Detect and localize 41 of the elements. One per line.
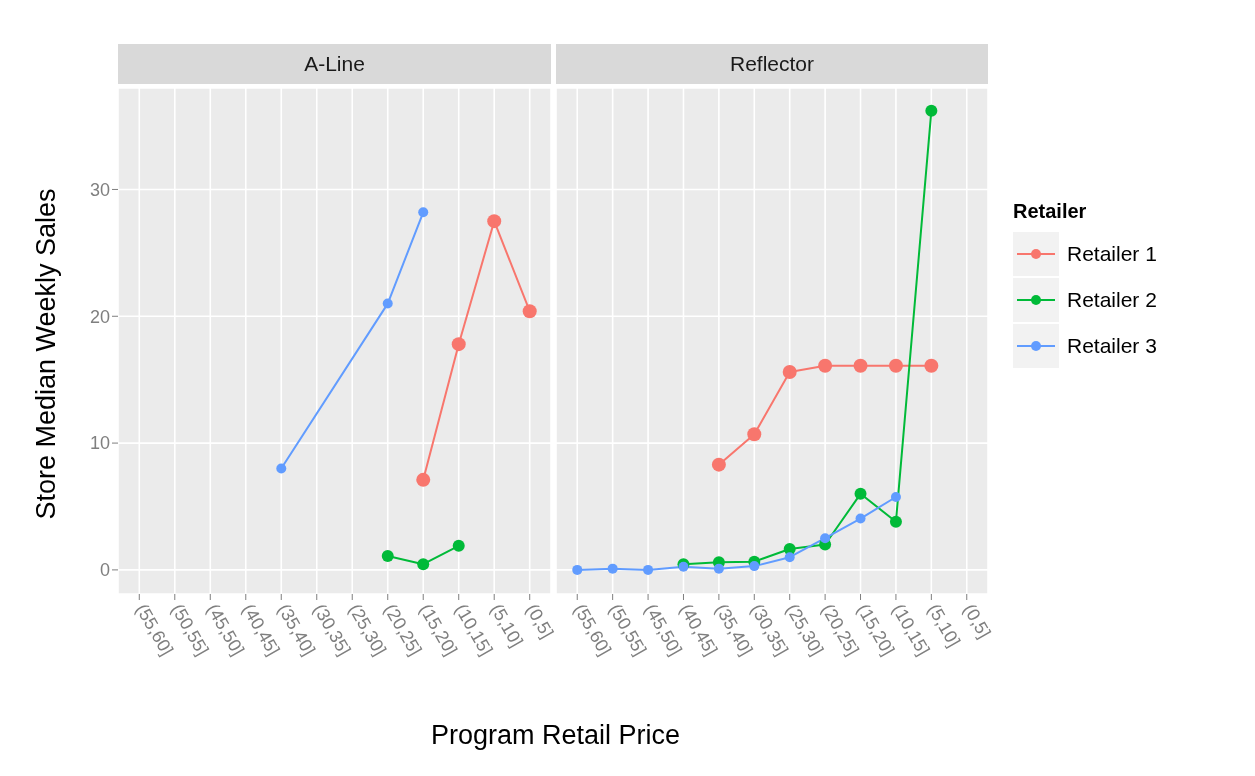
point bbox=[711, 457, 726, 472]
point bbox=[818, 358, 833, 373]
y-tick-label: 0 bbox=[99, 560, 110, 581]
point bbox=[451, 337, 466, 352]
legend-label: Retailer 1 bbox=[1067, 241, 1157, 266]
point bbox=[888, 358, 903, 373]
chart-title: Reflector bbox=[556, 44, 988, 84]
point bbox=[925, 104, 938, 117]
point bbox=[855, 513, 866, 524]
point bbox=[452, 539, 465, 552]
point bbox=[924, 358, 939, 373]
legend-label: Retailer 2 bbox=[1067, 287, 1157, 312]
point bbox=[890, 491, 901, 502]
y-tick-label: 10 bbox=[89, 433, 110, 454]
point bbox=[572, 564, 583, 575]
point bbox=[889, 515, 902, 528]
x-axis-title: Program Retail Price bbox=[429, 720, 682, 751]
point bbox=[381, 549, 394, 562]
legend-title: Retailer bbox=[1013, 199, 1088, 223]
point bbox=[782, 365, 797, 380]
y-axis-title: Store Median Weekly Sales bbox=[30, 188, 62, 520]
point bbox=[418, 207, 429, 218]
legend-label: Retailer 3 bbox=[1067, 333, 1157, 358]
point bbox=[713, 563, 724, 574]
y-tick-label: 30 bbox=[89, 179, 110, 200]
y-tick-label: 20 bbox=[89, 306, 110, 327]
point bbox=[854, 487, 867, 500]
point bbox=[784, 552, 795, 563]
chart-title: A-Line bbox=[118, 44, 551, 84]
point bbox=[522, 304, 537, 319]
point bbox=[417, 558, 430, 571]
point bbox=[853, 358, 868, 373]
point bbox=[643, 564, 654, 575]
point bbox=[382, 298, 393, 309]
point bbox=[416, 472, 431, 487]
point bbox=[749, 561, 760, 572]
point bbox=[820, 533, 831, 544]
point bbox=[747, 427, 762, 442]
point bbox=[276, 463, 287, 474]
point bbox=[487, 214, 502, 229]
point bbox=[607, 563, 618, 574]
